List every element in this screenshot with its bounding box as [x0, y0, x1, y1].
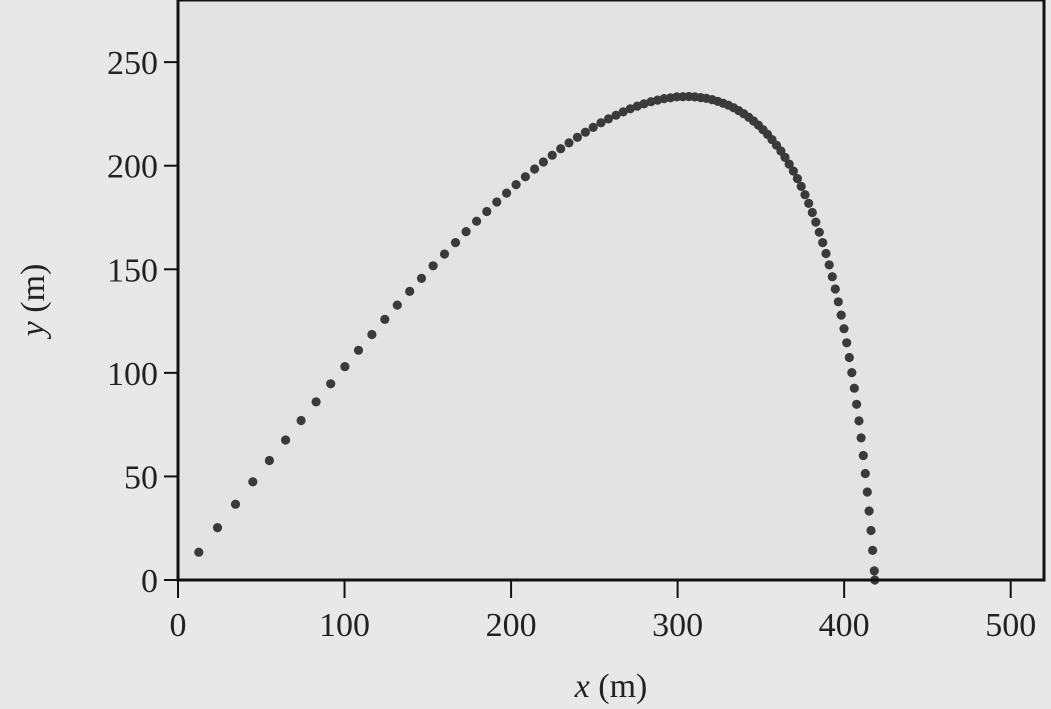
data-point	[800, 190, 810, 200]
y-axis-label-var: y	[15, 320, 52, 339]
data-point	[849, 383, 859, 393]
data-markers	[194, 91, 880, 585]
data-point	[520, 172, 531, 182]
data-point	[502, 188, 512, 198]
data-point	[603, 114, 614, 124]
data-point	[854, 416, 864, 426]
data-point	[367, 329, 377, 340]
data-point	[868, 545, 878, 556]
data-point	[340, 362, 350, 372]
data-point	[547, 150, 557, 160]
data-point	[556, 144, 566, 154]
data-point	[580, 127, 591, 137]
data-point	[844, 352, 854, 363]
data-point	[847, 368, 857, 378]
data-point	[326, 379, 336, 389]
x-tick-label: 400	[819, 607, 870, 644]
y-tick-label: 200	[107, 149, 158, 186]
data-point	[804, 198, 814, 208]
x-tick-label: 500	[985, 607, 1036, 644]
data-point	[311, 397, 321, 407]
data-point	[866, 525, 876, 536]
data-point	[212, 523, 223, 533]
data-point	[588, 122, 598, 132]
plot-frame	[176, 0, 1046, 582]
data-point	[564, 138, 574, 148]
x-tick-label: 0	[170, 607, 187, 644]
data-point	[833, 297, 843, 307]
data-point	[439, 249, 450, 259]
data-point	[814, 227, 824, 237]
x-tick-label: 100	[319, 607, 370, 644]
data-point	[780, 152, 790, 162]
data-point	[450, 238, 461, 248]
data-point	[428, 261, 438, 271]
data-point	[807, 207, 817, 218]
data-point	[830, 284, 840, 294]
data-point	[405, 286, 415, 296]
data-point	[864, 506, 874, 516]
x-tick-label: 300	[652, 607, 703, 644]
data-point	[788, 166, 799, 176]
data-point	[839, 324, 849, 334]
y-tick-label: 250	[107, 45, 158, 82]
data-point	[461, 227, 471, 237]
x-axis-ticks: 0 100 200 300 400 500	[170, 580, 1036, 644]
y-tick-label: 0	[141, 563, 158, 600]
data-point	[194, 547, 204, 557]
data-point	[836, 310, 846, 320]
y-tick-label: 150	[107, 252, 158, 289]
data-point	[862, 487, 872, 497]
data-point	[392, 300, 402, 310]
data-point	[818, 238, 828, 248]
data-point	[596, 118, 606, 128]
data-point	[511, 180, 521, 190]
data-point	[472, 216, 482, 226]
y-tick-label: 100	[107, 356, 158, 393]
data-point	[827, 272, 837, 282]
data-point	[811, 217, 821, 227]
data-point	[625, 104, 635, 114]
data-point	[796, 181, 806, 191]
y-axis-label: y (m)	[15, 264, 52, 340]
data-point	[842, 338, 852, 348]
x-axis-label-var: x	[574, 668, 590, 705]
data-point	[538, 157, 549, 167]
data-point	[380, 314, 390, 324]
data-point	[858, 450, 868, 461]
x-tick-label: 200	[486, 607, 537, 644]
data-point	[824, 260, 834, 270]
data-point	[530, 164, 540, 174]
plot-background	[178, 0, 1044, 580]
data-point	[856, 433, 866, 443]
data-point	[821, 248, 831, 259]
y-axis-ticks: 0 50 100 150 200 250	[107, 45, 178, 600]
data-point	[248, 477, 258, 487]
data-point	[492, 197, 502, 207]
data-point	[281, 435, 291, 445]
data-point	[296, 415, 306, 426]
data-point	[792, 174, 803, 184]
data-point	[852, 399, 862, 409]
data-point	[416, 273, 427, 283]
y-axis-label-unit: (m)	[15, 264, 52, 322]
data-point	[230, 499, 241, 509]
data-point	[572, 132, 583, 142]
data-point	[784, 159, 794, 169]
data-point	[860, 468, 870, 479]
x-axis-label-unit: (m)	[590, 668, 648, 705]
data-point	[618, 107, 628, 117]
y-tick-label: 50	[124, 459, 158, 496]
data-point	[639, 99, 649, 109]
data-point	[353, 345, 364, 355]
x-axis-label: x (m)	[574, 668, 648, 705]
data-point	[611, 110, 621, 120]
data-point	[482, 206, 492, 217]
data-point	[869, 566, 879, 576]
data-point	[264, 455, 274, 466]
